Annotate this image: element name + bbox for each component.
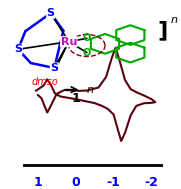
Text: ]: ] (158, 21, 168, 41)
Text: dmso: dmso (32, 77, 59, 87)
Text: Ru: Ru (61, 37, 77, 47)
Text: 1: 1 (72, 92, 80, 105)
Text: S: S (14, 44, 22, 54)
Text: n: n (170, 15, 177, 25)
Text: n: n (87, 85, 94, 95)
Text: S: S (50, 63, 58, 73)
Text: O: O (83, 33, 91, 43)
Text: O: O (83, 48, 91, 58)
Text: S: S (47, 8, 55, 18)
